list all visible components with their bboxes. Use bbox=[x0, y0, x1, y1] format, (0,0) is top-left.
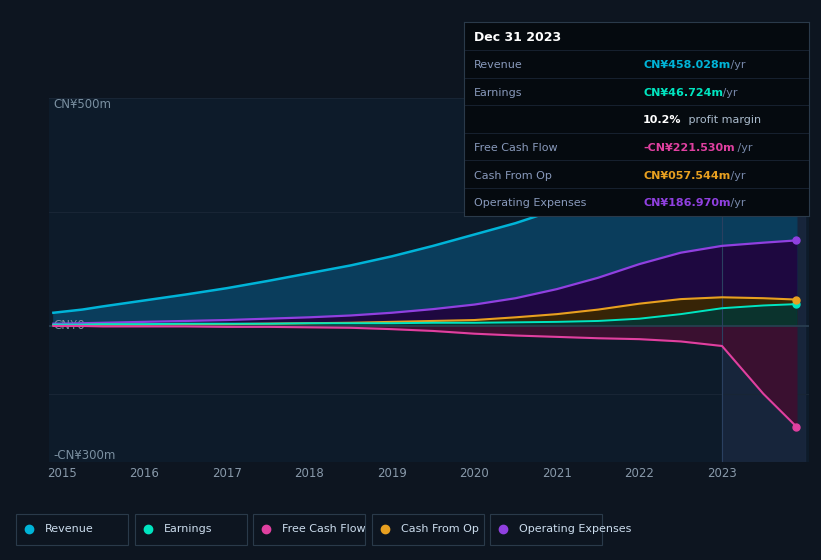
Text: CN¥458.028m: CN¥458.028m bbox=[643, 60, 731, 70]
Text: Cash From Op: Cash From Op bbox=[475, 171, 552, 180]
Text: /yr: /yr bbox=[727, 198, 745, 208]
Bar bbox=[722, 98, 805, 462]
Text: profit margin: profit margin bbox=[685, 115, 761, 125]
Text: Free Cash Flow: Free Cash Flow bbox=[475, 143, 557, 153]
Text: /yr: /yr bbox=[727, 60, 745, 70]
Text: Operating Expenses: Operating Expenses bbox=[519, 524, 631, 534]
Text: Cash From Op: Cash From Op bbox=[401, 524, 479, 534]
Text: /yr: /yr bbox=[734, 143, 753, 153]
Text: CN¥0: CN¥0 bbox=[53, 319, 85, 332]
Text: CN¥057.544m: CN¥057.544m bbox=[643, 171, 731, 180]
Text: Revenue: Revenue bbox=[45, 524, 94, 534]
Text: Revenue: Revenue bbox=[475, 60, 523, 70]
Text: /yr: /yr bbox=[727, 171, 745, 180]
Text: CN¥186.970m: CN¥186.970m bbox=[643, 198, 731, 208]
FancyBboxPatch shape bbox=[490, 514, 603, 545]
Text: -CN¥221.530m: -CN¥221.530m bbox=[643, 143, 735, 153]
FancyBboxPatch shape bbox=[135, 514, 247, 545]
Text: /yr: /yr bbox=[719, 88, 737, 98]
Text: Operating Expenses: Operating Expenses bbox=[475, 198, 586, 208]
Text: -CN¥300m: -CN¥300m bbox=[53, 449, 116, 462]
Text: CN¥500m: CN¥500m bbox=[53, 98, 111, 111]
Text: Earnings: Earnings bbox=[475, 88, 523, 98]
Text: 10.2%: 10.2% bbox=[643, 115, 681, 125]
Text: Dec 31 2023: Dec 31 2023 bbox=[475, 31, 562, 44]
Text: Free Cash Flow: Free Cash Flow bbox=[282, 524, 366, 534]
FancyBboxPatch shape bbox=[16, 514, 129, 545]
FancyBboxPatch shape bbox=[372, 514, 484, 545]
Text: Earnings: Earnings bbox=[163, 524, 212, 534]
FancyBboxPatch shape bbox=[254, 514, 365, 545]
Text: CN¥46.724m: CN¥46.724m bbox=[643, 88, 723, 98]
